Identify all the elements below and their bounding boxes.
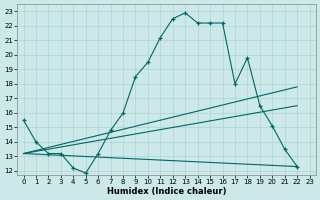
X-axis label: Humidex (Indice chaleur): Humidex (Indice chaleur) bbox=[107, 187, 226, 196]
